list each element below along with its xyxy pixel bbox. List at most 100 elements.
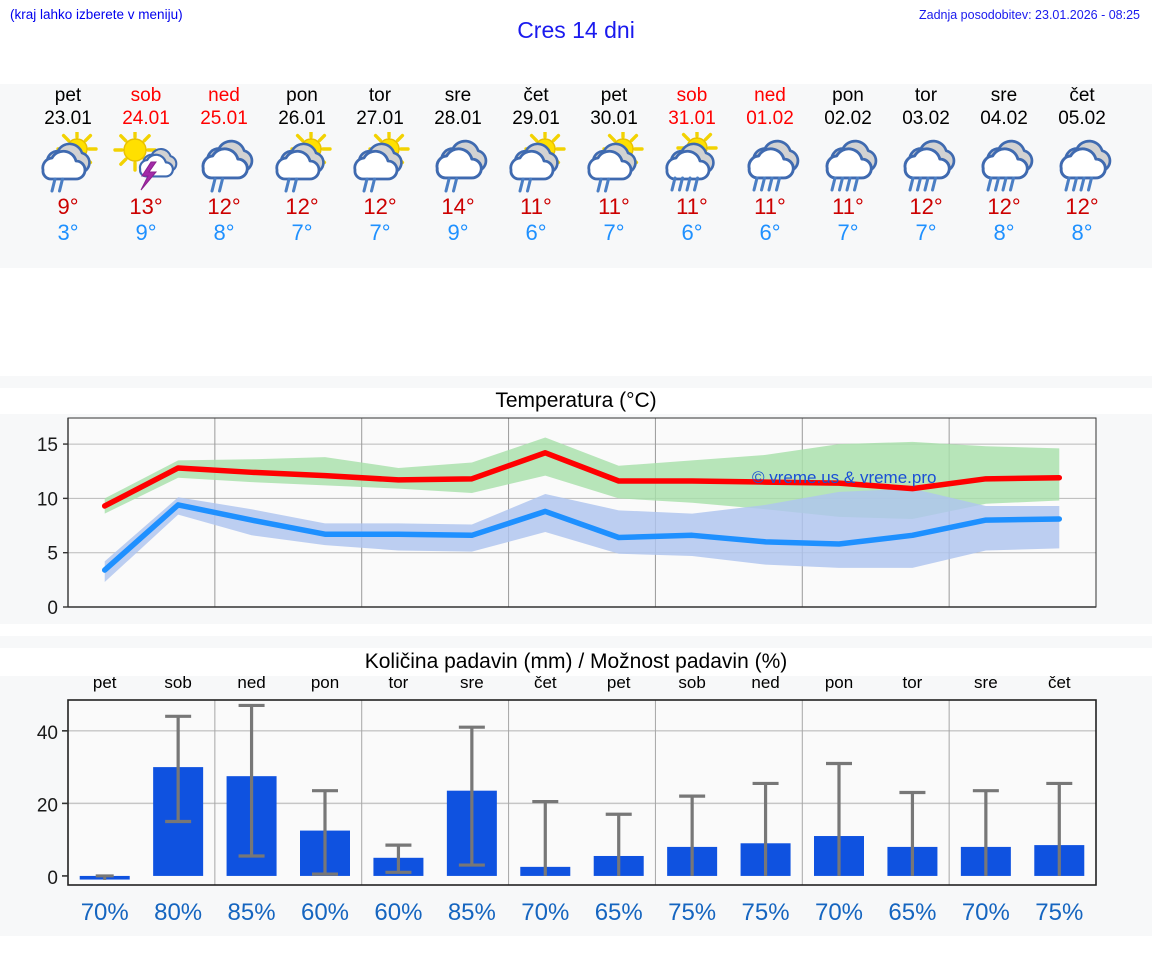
high-temperature: 14° bbox=[441, 194, 475, 219]
precipitation-day-label: pon bbox=[825, 673, 853, 692]
precipitation-error-bar bbox=[972, 789, 999, 876]
day-name: tor bbox=[368, 85, 392, 106]
low-temperature: 8° bbox=[1071, 220, 1093, 245]
forecast-day-column: sob 31.01 11° 6° bbox=[653, 84, 731, 246]
precipitation-day-label: pet bbox=[93, 673, 117, 692]
low-temperature: 8° bbox=[993, 220, 1015, 245]
day-date: 05.02 bbox=[1058, 108, 1106, 129]
high-temperature: 12° bbox=[207, 194, 241, 219]
day-name: pet bbox=[54, 85, 82, 106]
weather-icon-sun-cloud-rain bbox=[263, 132, 341, 194]
forecast-day-column: pet 30.01 11° 7° bbox=[575, 84, 653, 246]
forecast-day-column: čet 05.02 12° 8° bbox=[1043, 84, 1121, 246]
forecast-day-column: tor 27.01 12° 7° bbox=[341, 84, 419, 246]
precipitation-day-label: čet bbox=[1048, 673, 1071, 692]
forecast-day-column: pon 02.02 11° 7° bbox=[809, 84, 887, 246]
low-temperature: 6° bbox=[681, 220, 703, 245]
precipitation-probability-label: 70% bbox=[815, 899, 863, 926]
precipitation-day-label: pon bbox=[311, 673, 339, 692]
day-name: pet bbox=[600, 85, 628, 106]
weather-icon-sun-cloud-rain bbox=[341, 132, 419, 194]
menu-note: (kraj lahko izberete v meniju) bbox=[10, 7, 183, 22]
precipitation-y-tick: 40 bbox=[37, 723, 58, 744]
weather-icon-sun-cloud-rain bbox=[575, 132, 653, 194]
weather-icon-sun-cloud-thunder bbox=[107, 132, 185, 194]
precipitation-day-label: čet bbox=[534, 673, 557, 692]
weather-icon-cloud-rain-heavy bbox=[731, 132, 809, 194]
weather-icon-cloud-rain-heavy bbox=[1043, 132, 1121, 194]
forecast-day-column: pet 23.01 9° 3° bbox=[29, 84, 107, 246]
high-temperature: 12° bbox=[363, 194, 397, 219]
precipitation-probability-label: 70% bbox=[521, 899, 569, 926]
low-temperature: 7° bbox=[915, 220, 937, 245]
day-date: 27.01 bbox=[356, 108, 404, 129]
forecast-day-column: sre 04.02 12° 8° bbox=[965, 84, 1043, 246]
high-temperature: 11° bbox=[598, 194, 630, 219]
high-temperature: 12° bbox=[909, 194, 943, 219]
precipitation-chart-title: Količina padavin (mm) / Možnost padavin … bbox=[0, 648, 1152, 676]
precipitation-y-tick: 0 bbox=[47, 868, 58, 889]
precipitation-chart: 0 20 40 pet sob ned pon tor sre čet pet sob ned pon to… bbox=[37, 673, 1097, 926]
page-title: Cres 14 dni bbox=[517, 17, 635, 43]
low-temperature: 8° bbox=[213, 220, 235, 245]
watermark: © vreme.us & vreme.pro bbox=[752, 468, 936, 487]
temperature-y-tick: 5 bbox=[47, 544, 58, 565]
precipitation-probability-label: 85% bbox=[228, 899, 276, 926]
day-name: čet bbox=[523, 85, 549, 106]
day-date: 02.02 bbox=[824, 108, 872, 129]
precipitation-day-label: ned bbox=[751, 673, 779, 692]
precipitation-day-label: pet bbox=[607, 673, 631, 692]
day-date: 04.02 bbox=[980, 108, 1028, 129]
day-name: sob bbox=[130, 85, 162, 106]
day-date: 30.01 bbox=[590, 108, 638, 129]
precipitation-error-bar bbox=[238, 703, 265, 858]
temperature-chart: 0 5 10 15 © vreme.us & vreme.pro bbox=[37, 417, 1097, 619]
day-date: 03.02 bbox=[902, 108, 950, 129]
day-date: 24.01 bbox=[122, 108, 170, 129]
temperature-panel: Temperatura (°C) 0 5 10 15 © vreme.us & vrem… bbox=[0, 376, 1152, 624]
day-name: tor bbox=[914, 85, 938, 106]
high-temperature: 12° bbox=[987, 194, 1021, 219]
precipitation-probability-label: 70% bbox=[962, 899, 1010, 926]
high-temperature: 11° bbox=[754, 194, 786, 219]
forecast-day-column: tor 03.02 12° 7° bbox=[887, 84, 965, 246]
high-temperature: 9° bbox=[57, 194, 79, 219]
forecast-day-column: ned 25.01 12° 8° bbox=[185, 84, 263, 246]
low-temperature: 6° bbox=[525, 220, 547, 245]
precipitation-error-bar bbox=[458, 725, 485, 867]
weather-icon-cloud-rain-heavy bbox=[965, 132, 1043, 194]
day-date: 01.02 bbox=[746, 108, 794, 129]
day-date: 23.01 bbox=[44, 108, 92, 129]
precipitation-error-bar bbox=[899, 790, 926, 876]
temperature-y-tick: 0 bbox=[47, 598, 58, 619]
high-temperature: 12° bbox=[285, 194, 319, 219]
low-temperature: 9° bbox=[447, 220, 469, 245]
low-temperature: 9° bbox=[135, 220, 157, 245]
low-temperature: 7° bbox=[837, 220, 859, 245]
precipitation-day-label: tor bbox=[903, 673, 923, 692]
day-name: čet bbox=[1069, 85, 1095, 106]
precipitation-probability-label: 80% bbox=[154, 899, 202, 926]
day-name: sob bbox=[676, 85, 708, 106]
last-updated: Zadnja posodobitev: 23.01.2026 - 08:25 bbox=[918, 8, 1140, 22]
day-name: sre bbox=[444, 85, 472, 106]
day-name: pon bbox=[832, 85, 864, 106]
forecast-day-column: čet 29.01 11° 6° bbox=[497, 84, 575, 246]
precipitation-error-bar bbox=[679, 794, 706, 876]
precipitation-day-label: sob bbox=[164, 673, 191, 692]
precipitation-probability-label: 75% bbox=[668, 899, 716, 926]
precipitation-probability-label: 75% bbox=[1035, 899, 1083, 926]
precipitation-probability-label: 85% bbox=[448, 899, 496, 926]
high-temperature: 11° bbox=[520, 194, 552, 219]
temperature-y-tick: 15 bbox=[37, 435, 58, 456]
precipitation-day-label: sre bbox=[460, 673, 484, 692]
weather-icon-sun-cloud-rain bbox=[497, 132, 575, 194]
low-temperature: 7° bbox=[291, 220, 313, 245]
day-name: ned bbox=[208, 85, 240, 106]
day-date: 31.01 bbox=[668, 108, 716, 129]
precipitation-probability-label: 65% bbox=[595, 899, 643, 926]
weather-icon-sun-cloud-rain bbox=[29, 132, 107, 194]
precipitation-day-label: sob bbox=[678, 673, 705, 692]
precipitation-probability-label: 60% bbox=[374, 899, 422, 926]
high-temperature: 11° bbox=[832, 194, 864, 219]
